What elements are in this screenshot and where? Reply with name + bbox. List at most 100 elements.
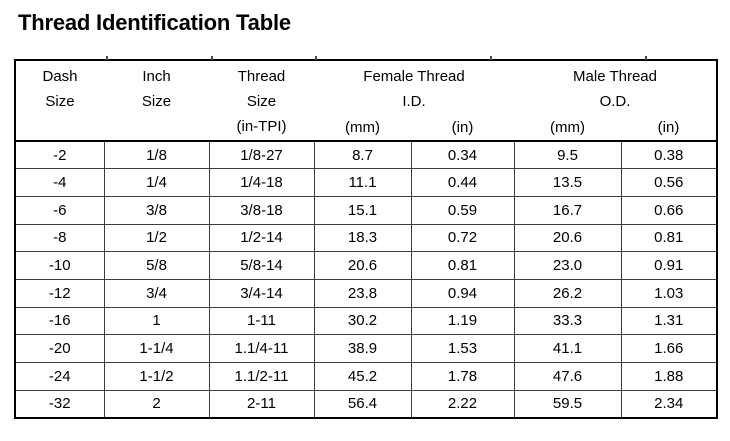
table-cell: 2-11 xyxy=(208,389,315,419)
table-cell: 1.53 xyxy=(410,334,515,363)
table-row: -32 2 2-11 56.4 2.22 59.5 2.34 xyxy=(14,389,718,419)
table-row: -20 1-1/4 1.1/4-11 38.9 1.53 41.1 1.66 xyxy=(14,334,718,363)
table-cell: 3/8 xyxy=(103,195,210,225)
table-cell: 0.91 xyxy=(620,251,718,280)
header-boundary-tick xyxy=(490,56,492,60)
table-cell: -4 xyxy=(14,168,105,197)
table-cell: 18.3 xyxy=(313,223,412,253)
table-cell: 1.88 xyxy=(620,362,718,391)
table-cell: 1.03 xyxy=(620,278,718,308)
table-cell: 30.2 xyxy=(313,306,412,336)
table-cell: 1/8-27 xyxy=(208,140,315,170)
table-cell: -24 xyxy=(14,362,105,391)
table-cell: -2 xyxy=(14,140,105,170)
table-cell: 2.22 xyxy=(410,389,515,419)
table-cell: 16.7 xyxy=(513,195,622,225)
header-line: Size xyxy=(45,93,75,110)
table-cell: -12 xyxy=(14,278,105,308)
table-row: -16 1 1-11 30.2 1.19 33.3 1.31 xyxy=(14,306,718,336)
table-cell: 23.0 xyxy=(513,251,622,280)
table-cell: -32 xyxy=(14,389,105,419)
table-cell: 1/2-14 xyxy=(208,223,315,253)
table-cell: 1/4-18 xyxy=(208,168,315,197)
table-header: Dash Size Inch Size Thread Size (in-TPI)… xyxy=(15,60,717,141)
header-line: O.D. xyxy=(599,93,631,110)
table-cell: 47.6 xyxy=(513,362,622,391)
table-cell: 8.7 xyxy=(313,140,412,170)
table-cell: 15.1 xyxy=(313,195,412,225)
header-line: Male Thread xyxy=(573,68,657,85)
header-line: Size xyxy=(141,93,172,110)
table-cell: 56.4 xyxy=(313,389,412,419)
table-cell: 0.59 xyxy=(410,195,515,225)
table-cell: 1-1/4 xyxy=(103,334,210,363)
table-cell: 1.31 xyxy=(620,306,718,336)
table-cell: 3/8-18 xyxy=(208,195,315,225)
table-cell: 1.1/4-11 xyxy=(208,334,315,363)
table-row: -12 3/4 3/4-14 23.8 0.94 26.2 1.03 xyxy=(14,278,718,308)
table-cell: 0.72 xyxy=(410,223,515,253)
header-boundary-tick xyxy=(211,56,213,60)
table-cell: 2 xyxy=(103,389,210,419)
thread-identification-table: Dash Size Inch Size Thread Size (in-TPI)… xyxy=(14,56,719,419)
column-header-dash-size: Dash Size xyxy=(15,60,104,141)
table-body: -2 1/8 1/8-27 8.7 0.34 9.5 0.38 -4 1/4 1… xyxy=(14,140,718,419)
column-group-header-male-thread: Male Thread O.D. xyxy=(514,60,717,114)
unit-header-female-in: (in) xyxy=(451,118,474,136)
table-cell: 1/8 xyxy=(103,140,210,170)
table-cell: 9.5 xyxy=(513,140,622,170)
table-cell: 11.1 xyxy=(313,168,412,197)
table-cell: 59.5 xyxy=(513,389,622,419)
table-cell: 13.5 xyxy=(513,168,622,197)
table-cell: 1/4 xyxy=(103,168,210,197)
table-cell: 20.6 xyxy=(513,223,622,253)
table-cell: 23.8 xyxy=(313,278,412,308)
table-cell: 5/8 xyxy=(103,251,210,280)
column-group-header-female-thread: Female Thread I.D. xyxy=(314,60,514,114)
table-row: -4 1/4 1/4-18 11.1 0.44 13.5 0.56 xyxy=(14,168,718,197)
table-cell: 0.94 xyxy=(410,278,515,308)
header-boundary-tick xyxy=(106,56,108,60)
table-cell: 1 xyxy=(103,306,210,336)
table-row: -8 1/2 1/2-14 18.3 0.72 20.6 0.81 xyxy=(14,223,718,253)
table-cell: 1.66 xyxy=(620,334,718,363)
column-header-thread-size: Thread Size (in-TPI) xyxy=(209,60,314,141)
header-line: I.D. xyxy=(402,93,426,110)
table-cell: 1/2 xyxy=(103,223,210,253)
header-line: Size xyxy=(246,93,277,110)
data-table: Dash Size Inch Size Thread Size (in-TPI)… xyxy=(14,59,719,419)
table-cell: 5/8-14 xyxy=(208,251,315,280)
table-cell: -6 xyxy=(14,195,105,225)
column-header-inch-size: Inch Size xyxy=(104,60,209,141)
table-cell: 3/4-14 xyxy=(208,278,315,308)
table-cell: 2.34 xyxy=(620,389,718,419)
table-cell: 1-1/2 xyxy=(103,362,210,391)
table-cell: 0.81 xyxy=(620,223,718,253)
table-row: -2 1/8 1/8-27 8.7 0.34 9.5 0.38 xyxy=(14,140,718,170)
table-cell: 1.78 xyxy=(410,362,515,391)
page-title: Thread Identification Table xyxy=(18,10,291,35)
header-line: (in-TPI) xyxy=(236,118,287,135)
table-cell: 26.2 xyxy=(513,278,622,308)
table-cell: 0.56 xyxy=(620,168,718,197)
table-row: -10 5/8 5/8-14 20.6 0.81 23.0 0.91 xyxy=(14,251,718,280)
table-row: -24 1-1/2 1.1/2-11 45.2 1.78 47.6 1.88 xyxy=(14,362,718,391)
header-line: Female Thread xyxy=(363,68,465,85)
unit-header-male-mm: (mm) xyxy=(550,118,585,136)
header-boundary-tick xyxy=(315,56,317,60)
table-cell: 20.6 xyxy=(313,251,412,280)
table-cell: 45.2 xyxy=(313,362,412,391)
table-cell: 0.81 xyxy=(410,251,515,280)
unit-header-male-in: (in) xyxy=(657,118,680,136)
table-cell: 33.3 xyxy=(513,306,622,336)
table-cell: 1.19 xyxy=(410,306,515,336)
table-cell: 3/4 xyxy=(103,278,210,308)
table-cell: -8 xyxy=(14,223,105,253)
header-line: Dash xyxy=(42,68,78,85)
table-cell: 41.1 xyxy=(513,334,622,363)
table-cell: 38.9 xyxy=(313,334,412,363)
table-cell: 0.34 xyxy=(410,140,515,170)
table-cell: -20 xyxy=(14,334,105,363)
table-cell: -10 xyxy=(14,251,105,280)
